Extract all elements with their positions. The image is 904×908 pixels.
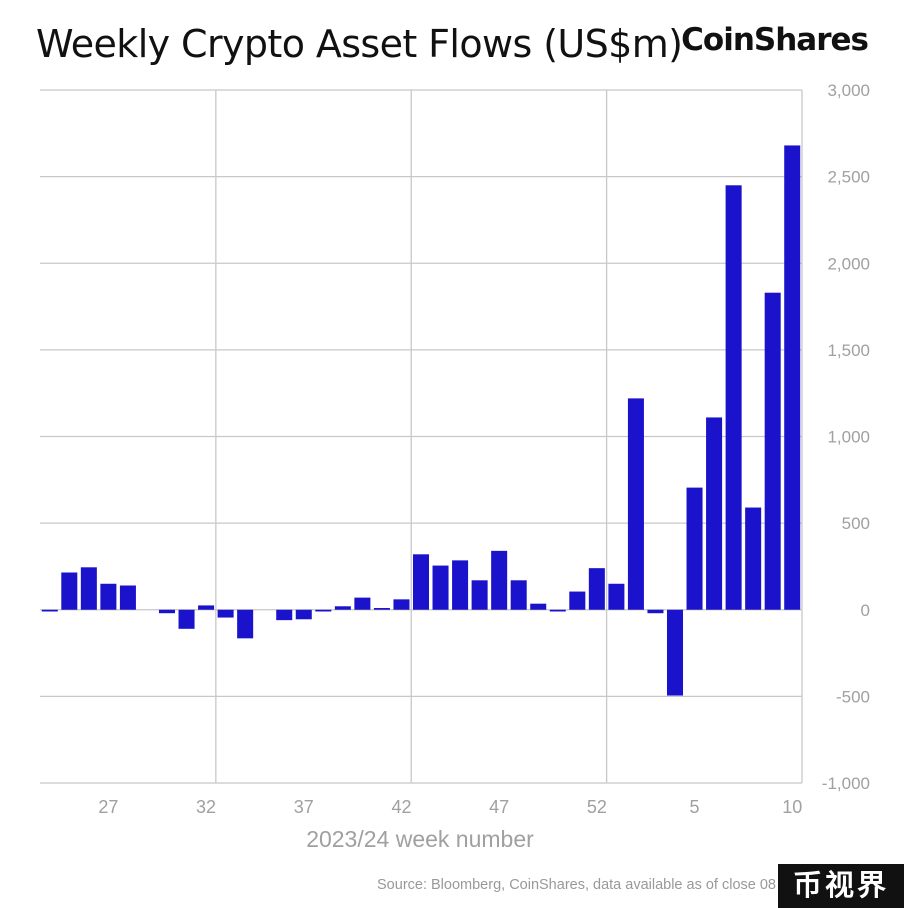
x-tick-label: 52 [587, 797, 607, 817]
y-tick-label: 500 [842, 514, 870, 533]
bar-week-33 [217, 609, 234, 618]
bar-week-9 [764, 292, 781, 610]
bar-week-36 [276, 609, 293, 621]
watermark-logo: 币视界 [778, 864, 904, 908]
bar-week-38 [315, 609, 332, 612]
bar-week-39 [334, 606, 351, 610]
y-tick-label: -1,000 [822, 774, 870, 793]
y-tick-label: -500 [836, 687, 870, 706]
bar-week-52 [588, 568, 605, 610]
chart-title: Weekly Crypto Asset Flows (US$m) [36, 22, 683, 66]
y-tick-label: 1,500 [827, 341, 870, 360]
bar-week-25 [61, 572, 78, 610]
bar-week-26 [80, 567, 97, 610]
bar-week-6 [706, 417, 723, 610]
source-note: Source: Bloomberg, CoinShares, data avai… [377, 877, 776, 893]
bar-week-1 [608, 583, 625, 610]
y-tick-label: 2,000 [827, 254, 870, 273]
bar-week-24 [41, 609, 58, 612]
bar-week-7 [725, 185, 742, 610]
x-tick-label: 27 [98, 797, 118, 817]
bar-week-4 [666, 609, 684, 696]
x-tick-label: 37 [294, 797, 314, 817]
x-tick-label: 10 [782, 797, 802, 817]
bar-week-43 [412, 554, 430, 610]
bar-week-42 [393, 599, 410, 610]
bar-week-28 [119, 585, 136, 610]
bar-week-2 [627, 398, 644, 610]
bar-week-31 [178, 609, 195, 629]
y-tick-label: 3,000 [827, 81, 870, 100]
bar-week-50 [549, 609, 566, 612]
x-tick-label: 5 [690, 797, 700, 817]
bar-week-32 [198, 605, 215, 610]
bar-week-47 [491, 550, 508, 610]
x-tick-label: 32 [196, 797, 216, 817]
bar-week-8 [745, 507, 762, 610]
bar-week-51 [569, 591, 586, 610]
bar-week-48 [510, 580, 527, 610]
x-tick-label: 42 [391, 797, 411, 817]
bar-week-49 [530, 603, 547, 610]
bar-week-40 [354, 597, 371, 610]
brand-logo: CoinShares [681, 22, 869, 58]
bar-week-5 [686, 487, 703, 610]
y-tick-label: 1,000 [827, 428, 870, 447]
bar-week-27 [100, 583, 117, 610]
bar-week-41 [373, 608, 390, 610]
y-tick-label: 2,500 [827, 168, 870, 187]
bar-week-34 [237, 609, 254, 639]
bar-week-45 [452, 560, 469, 610]
bar-week-30 [158, 609, 176, 614]
y-tick-label: 0 [861, 601, 870, 620]
bar-week-44 [432, 565, 449, 610]
bar-week-37 [295, 609, 312, 620]
bar-week-46 [471, 580, 488, 610]
bar-week-10 [784, 145, 801, 610]
bar-week-3 [647, 609, 664, 614]
x-axis-title: 2023/24 week number [306, 826, 534, 852]
x-tick-label: 47 [489, 797, 509, 817]
